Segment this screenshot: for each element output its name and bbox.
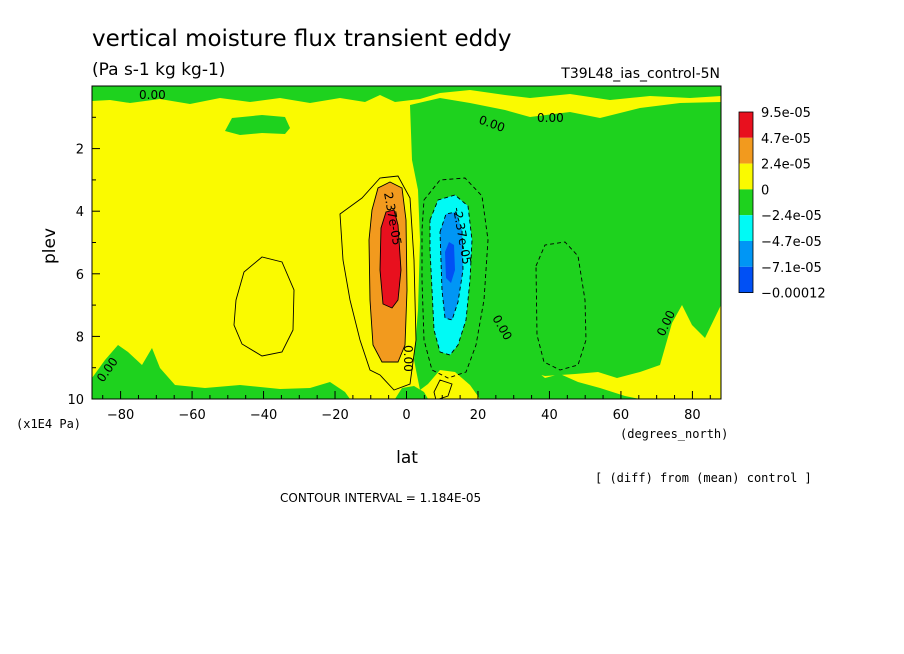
region-green-sh	[92, 345, 350, 399]
legend-label: −2.4e-05	[761, 209, 822, 224]
x-axis: −80 −60 −40 −20 0 20 40 60 80	[102, 391, 711, 423]
region-dblue	[445, 242, 455, 283]
legend-swatch	[739, 137, 753, 164]
y-tick-label: 2	[76, 143, 84, 158]
y-axis: 2 4 6 8 10	[67, 116, 100, 408]
legend-label: −4.7e-05	[761, 235, 822, 250]
y-axis-label: plev	[40, 228, 60, 264]
legend-swatch	[739, 189, 753, 216]
contour-field	[92, 86, 721, 399]
legend-label: −0.00012	[761, 287, 826, 302]
contour-cyan	[429, 194, 473, 356]
contour-positive-outer	[339, 175, 417, 391]
contour-label-2: 0.00	[537, 111, 564, 125]
chart-subtitle: (Pa s-1 kg kg-1)	[92, 60, 225, 80]
legend-swatch	[739, 215, 753, 241]
y-tick-label: 4	[76, 205, 84, 220]
legend-label: 0	[761, 183, 769, 198]
legend-swatch	[739, 266, 753, 293]
x-tick-label: 0	[402, 408, 410, 423]
x-tick-label: −60	[178, 408, 205, 423]
contour-label-0: 0.00	[139, 88, 166, 102]
contour-interval: CONTOUR INTERVAL = 1.184E-05	[280, 491, 481, 505]
legend-swatch	[739, 163, 753, 190]
run-label: T39L48_ias_control-5N	[560, 66, 720, 82]
contour-lines	[233, 175, 453, 399]
legend-label: 9.5e-05	[761, 106, 811, 121]
x-tick-label: 40	[541, 408, 558, 423]
region-green-blob	[225, 115, 290, 135]
legend-label: 4.7e-05	[761, 132, 811, 147]
x-tick-label: −80	[107, 408, 134, 423]
chart-title: vertical moisture flux transient eddy	[92, 26, 511, 52]
x-tick-label: 20	[470, 408, 487, 423]
y-tick-label: 8	[76, 330, 84, 345]
contour-negative-outer	[421, 177, 489, 379]
region-red	[380, 210, 401, 308]
legend: 9.5e-05 4.7e-05 2.4e-05 0 −2.4e-05 −4.7e-05 −7…	[738, 106, 826, 302]
y-tick-label: 10	[67, 393, 84, 408]
contour-blue	[439, 211, 464, 321]
legend-label: 2.4e-05	[761, 158, 811, 173]
diff-note: [ (diff) from (mean) control ]	[595, 471, 812, 485]
y-tick-label: 6	[76, 268, 84, 283]
region-green-eq	[395, 386, 428, 399]
legend-swatch	[739, 112, 753, 138]
x-axis-label: lat	[396, 448, 418, 468]
contour-red	[379, 209, 402, 309]
y-units: (x1E4 Pa)	[16, 417, 81, 431]
legend-frame	[738, 111, 754, 294]
legend-label: −7.1e-05	[761, 261, 822, 276]
x-tick-label: 60	[613, 408, 630, 423]
contour-positive-sh	[233, 256, 295, 357]
x-tick-label: −40	[250, 408, 277, 423]
contour-orange	[368, 181, 408, 363]
contour-negative-nh	[535, 241, 587, 371]
contour-small-eq	[433, 379, 453, 399]
contour-label-3: 0.00	[401, 345, 415, 372]
contour-lines-negative	[421, 177, 587, 379]
region-green-nh	[410, 98, 721, 399]
x-tick-label: 80	[684, 408, 701, 423]
legend-swatch	[739, 241, 753, 267]
x-units: (degrees_north)	[620, 427, 728, 441]
x-tick-label: −20	[321, 408, 348, 423]
region-green-top	[92, 86, 721, 104]
